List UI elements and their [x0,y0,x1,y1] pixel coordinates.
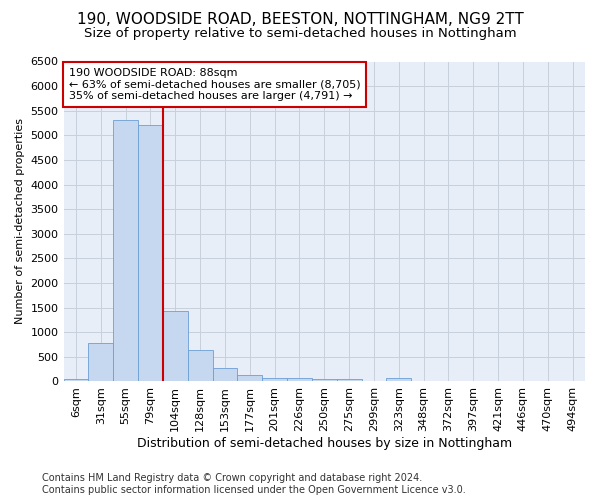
Bar [262,378,287,382]
Bar [337,379,362,382]
Text: Contains HM Land Registry data © Crown copyright and database right 2024.
Contai: Contains HM Land Registry data © Crown c… [42,474,466,495]
Bar [138,126,163,382]
Text: Size of property relative to semi-detached houses in Nottingham: Size of property relative to semi-detach… [83,28,517,40]
Bar [88,342,113,382]
Y-axis label: Number of semi-detached properties: Number of semi-detached properties [15,118,25,324]
Bar [163,311,188,382]
Bar [287,378,312,382]
Bar [64,379,88,382]
Bar [386,378,411,382]
Bar [113,120,138,382]
Text: 190 WOODSIDE ROAD: 88sqm
← 63% of semi-detached houses are smaller (8,705)
35% o: 190 WOODSIDE ROAD: 88sqm ← 63% of semi-d… [69,68,361,101]
Bar [212,368,238,382]
Bar [312,379,337,382]
Text: 190, WOODSIDE ROAD, BEESTON, NOTTINGHAM, NG9 2TT: 190, WOODSIDE ROAD, BEESTON, NOTTINGHAM,… [77,12,523,28]
X-axis label: Distribution of semi-detached houses by size in Nottingham: Distribution of semi-detached houses by … [137,437,512,450]
Bar [238,375,262,382]
Bar [188,350,212,382]
